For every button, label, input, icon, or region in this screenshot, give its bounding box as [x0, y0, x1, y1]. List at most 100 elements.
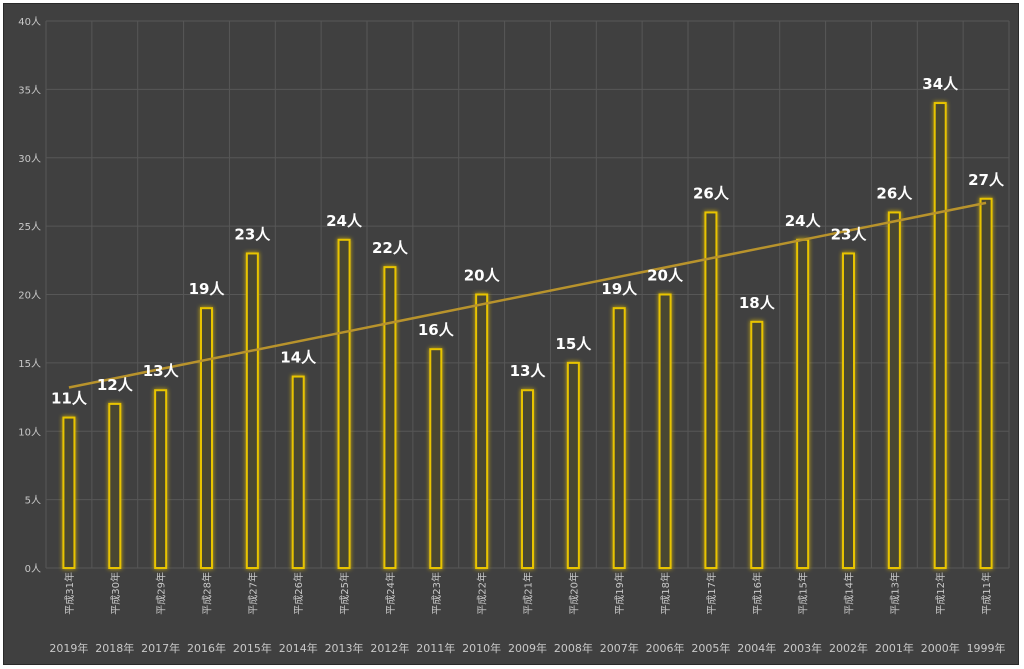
year-label: 2006年: [646, 641, 685, 655]
data-label: 34人: [922, 75, 959, 93]
y-tick-label: 35人: [18, 84, 41, 96]
y-tick-label: 0人: [25, 563, 41, 575]
data-label: 26人: [876, 184, 913, 202]
gridlines: [45, 20, 1010, 569]
data-label: 24人: [326, 212, 363, 230]
bar: [291, 375, 305, 569]
bar: [612, 307, 626, 569]
year-label: 2004年: [737, 641, 776, 655]
trendline-line: [68, 201, 987, 389]
year-label: 2016年: [187, 641, 226, 655]
y-tick-label: 5人: [25, 495, 41, 507]
data-label: 23人: [831, 225, 868, 243]
bar-chart: 0人 5人 10人 15人 20人 25人 30人 35人 40人 11人 12人 13人 19人 23…: [18, 16, 1010, 655]
bar: [521, 389, 534, 569]
data-label: 20人: [464, 267, 501, 285]
x-tick-label: 平成25年: [338, 572, 351, 615]
data-label: 19人: [189, 280, 226, 298]
x-axis: 平成31年 平成30年 平成29年 平成28年 平成27年 平成26年 平成25年 平成24年…: [49, 572, 1005, 655]
year-label: 2001年: [875, 641, 914, 655]
x-tick-label: 平成26年: [292, 572, 305, 615]
chart-area: 0人 5人 10人 15人 20人 25人 30人 35人 40人 11人 12人 13人 19人 23…: [3, 3, 1019, 665]
bar: [842, 252, 855, 569]
x-tick-label: 平成31年: [63, 572, 76, 615]
x-tick-label: 平成17年: [705, 572, 718, 615]
bar: [933, 102, 947, 570]
data-label: 14人: [280, 349, 317, 367]
data-label: 15人: [555, 335, 592, 353]
x-tick-label: 平成14年: [843, 572, 856, 615]
trendline: [68, 201, 987, 389]
data-label: 20人: [647, 267, 684, 285]
bar: [979, 197, 993, 569]
bar: [62, 416, 76, 570]
y-axis: 0人 5人 10人 15人 20人 25人 30人 35人 40人: [18, 16, 41, 575]
bar: [887, 211, 901, 569]
x-tick-label: 平成24年: [384, 572, 397, 615]
data-label: 22人: [372, 239, 409, 257]
data-label: 19人: [601, 280, 638, 298]
bar: [566, 361, 580, 569]
data-label: 26人: [693, 184, 730, 202]
year-label: 2018年: [95, 641, 134, 655]
year-label: 2012年: [370, 641, 409, 655]
year-label: 2008年: [554, 641, 593, 655]
y-tick-label: 20人: [18, 290, 41, 302]
bar: [429, 348, 443, 570]
bar: [658, 293, 672, 569]
bars: [62, 102, 993, 570]
year-label: 2003年: [783, 641, 822, 655]
x-tick-label: 平成15年: [797, 572, 810, 615]
x-tick-label: 平成28年: [201, 572, 214, 615]
bar: [750, 320, 764, 569]
x-tick-label: 平成13年: [888, 572, 901, 615]
year-label: 2007年: [600, 641, 639, 655]
bar: [245, 252, 259, 569]
year-label: 2009年: [508, 641, 547, 655]
data-label: 27人: [968, 171, 1005, 189]
x-tick-label: 平成22年: [476, 572, 489, 615]
bar: [154, 389, 168, 569]
bar: [337, 238, 351, 570]
x-tick-label: 平成16年: [751, 572, 764, 615]
year-label: 2014年: [279, 641, 318, 655]
year-label: 1999年: [967, 641, 1006, 655]
x-tick-label: 平成11年: [980, 572, 993, 615]
bar: [108, 402, 122, 569]
data-label: 24人: [785, 212, 822, 230]
year-label: 2000年: [921, 641, 960, 655]
bar: [704, 211, 718, 569]
bar: [475, 293, 489, 569]
year-label: 2005年: [691, 641, 730, 655]
data-label: 16人: [418, 321, 455, 339]
x-tick-label: 平成18年: [659, 572, 672, 615]
y-tick-label: 10人: [18, 426, 41, 438]
bar: [200, 307, 213, 569]
data-label: 11人: [51, 390, 88, 408]
year-label: 2002年: [829, 641, 868, 655]
year-label: 2015年: [233, 641, 272, 655]
data-label: 23人: [234, 225, 271, 243]
bar: [383, 266, 397, 569]
y-tick-label: 40人: [18, 16, 41, 28]
bar: [796, 238, 810, 570]
x-tick-label: 平成12年: [934, 572, 947, 615]
x-tick-label: 平成27年: [246, 572, 259, 615]
data-label: 18人: [739, 294, 776, 312]
x-tick-label: 平成21年: [522, 572, 535, 615]
x-tick-label: 平成29年: [155, 572, 168, 615]
x-tick-label: 平成20年: [567, 572, 580, 615]
data-label: 13人: [143, 362, 180, 380]
year-label: 2013年: [325, 641, 364, 655]
year-label: 2010年: [462, 641, 501, 655]
y-tick-label: 30人: [18, 153, 41, 165]
x-tick-label: 平成30年: [109, 572, 122, 615]
data-label: 12人: [97, 376, 134, 394]
data-labels: 11人 12人 13人 19人 23人 14人 24人 22人 16人 20人 13人 15人 19人 2…: [51, 75, 1005, 408]
x-tick-label: 平成23年: [430, 572, 443, 615]
y-tick-label: 15人: [18, 358, 41, 370]
year-label: 2019年: [49, 641, 88, 655]
x-tick-label: 平成19年: [613, 572, 626, 615]
y-tick-label: 25人: [18, 221, 41, 233]
data-label: 13人: [510, 362, 547, 380]
